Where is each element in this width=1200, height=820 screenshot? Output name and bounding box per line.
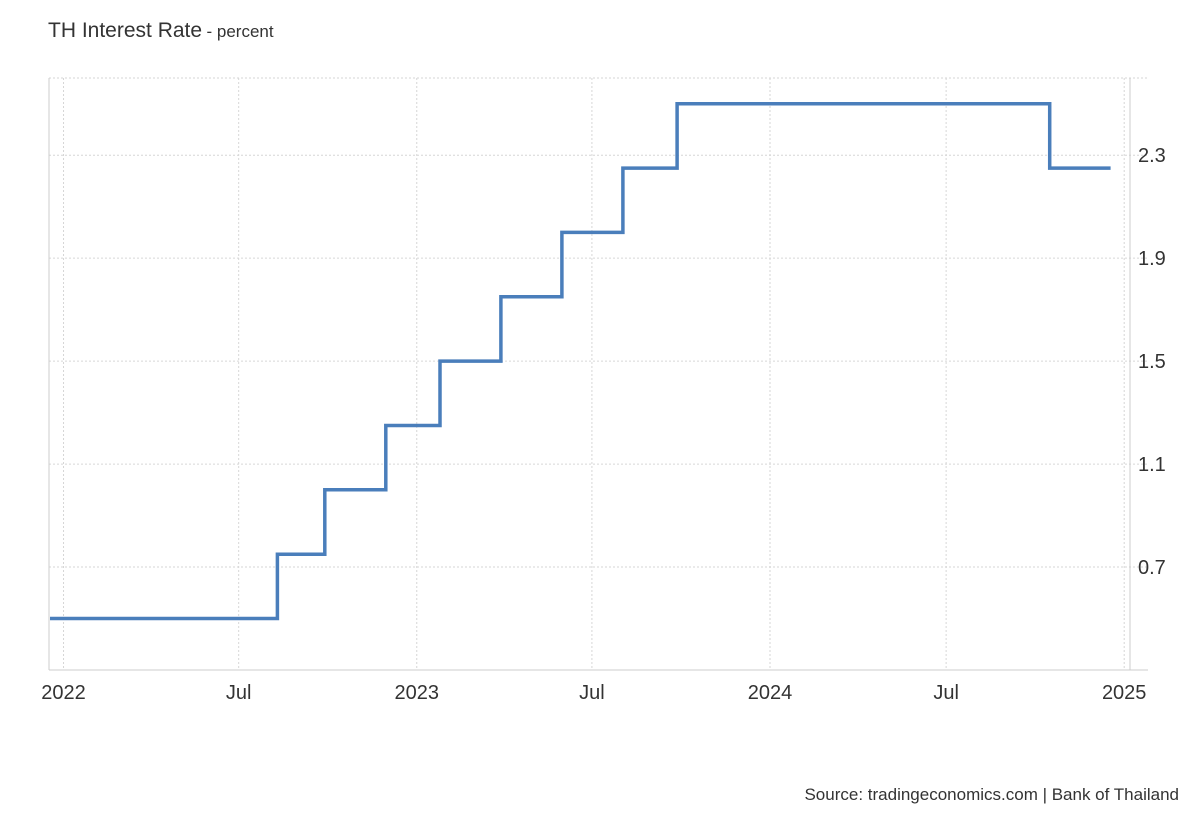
data-point bbox=[1109, 167, 1112, 170]
y-tick-label: 1.5 bbox=[1138, 351, 1166, 373]
data-point bbox=[276, 553, 279, 556]
data-point bbox=[323, 488, 326, 491]
x-tick-label: 2023 bbox=[395, 682, 440, 704]
data-point bbox=[438, 360, 441, 363]
y-tick-label: 1.1 bbox=[1138, 454, 1166, 476]
y-tick-label: 2.3 bbox=[1138, 145, 1166, 167]
data-point bbox=[384, 424, 387, 427]
x-tick-label: 2024 bbox=[748, 682, 793, 704]
data-point bbox=[499, 295, 502, 298]
series-line bbox=[50, 101, 1111, 621]
x-tick-label: Jul bbox=[579, 682, 605, 704]
chart-title: TH Interest Rate - percent bbox=[48, 19, 274, 43]
chart-title-unit: - percent bbox=[206, 22, 274, 41]
x-tick-label: 2025 bbox=[1102, 682, 1147, 704]
y-tick-label: 0.7 bbox=[1138, 557, 1166, 579]
x-tick-label: Jul bbox=[226, 682, 252, 704]
x-tick-label: 2022 bbox=[41, 682, 86, 704]
data-point bbox=[676, 102, 679, 105]
data-point bbox=[560, 231, 563, 234]
chart-title-main: TH Interest Rate bbox=[48, 19, 203, 42]
data-point bbox=[48, 617, 51, 620]
data-point bbox=[1048, 167, 1051, 170]
y-tick-label: 1.9 bbox=[1138, 248, 1166, 270]
x-tick-label: Jul bbox=[933, 682, 959, 704]
source-note: Source: tradingeconomics.com | Bank of T… bbox=[804, 785, 1179, 804]
data-point bbox=[621, 167, 624, 170]
